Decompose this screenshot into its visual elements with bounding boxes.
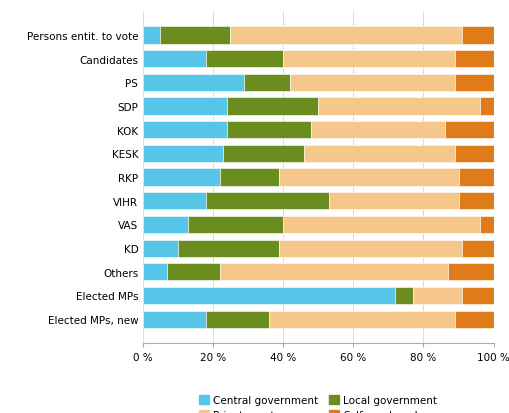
Bar — [459, 193, 494, 210]
Bar — [143, 75, 244, 92]
Bar — [283, 51, 455, 68]
Bar — [455, 311, 494, 328]
Bar — [143, 263, 167, 280]
Bar — [143, 98, 227, 115]
Bar — [227, 98, 318, 115]
Bar — [143, 216, 188, 233]
Bar — [244, 75, 290, 92]
Bar — [459, 169, 494, 186]
Bar — [143, 169, 220, 186]
Bar — [283, 216, 479, 233]
Bar — [395, 287, 413, 304]
Bar — [448, 263, 494, 280]
Bar — [279, 240, 462, 257]
Bar — [143, 27, 160, 45]
Bar — [462, 287, 494, 304]
Bar — [455, 145, 494, 162]
Bar — [462, 240, 494, 257]
Bar — [143, 51, 206, 68]
Bar — [479, 98, 494, 115]
Bar — [444, 122, 494, 139]
Bar — [143, 240, 178, 257]
Bar — [178, 240, 279, 257]
Bar — [143, 287, 395, 304]
Bar — [413, 287, 462, 304]
Bar — [220, 169, 279, 186]
Bar — [230, 27, 462, 45]
Bar — [479, 216, 494, 233]
Bar — [143, 145, 223, 162]
Bar — [206, 51, 283, 68]
Bar — [206, 193, 329, 210]
Bar — [311, 122, 444, 139]
Bar — [269, 311, 455, 328]
Bar — [329, 193, 459, 210]
Bar — [143, 122, 227, 139]
Bar — [279, 169, 459, 186]
Bar — [220, 263, 448, 280]
Bar — [143, 193, 206, 210]
Bar — [143, 311, 206, 328]
Bar — [223, 145, 304, 162]
Bar — [304, 145, 455, 162]
Bar — [290, 75, 455, 92]
Bar — [455, 51, 494, 68]
Bar — [227, 122, 311, 139]
Bar — [462, 27, 494, 45]
Bar — [167, 263, 220, 280]
Bar — [188, 216, 283, 233]
Bar — [318, 98, 479, 115]
Bar — [455, 75, 494, 92]
Bar — [206, 311, 269, 328]
Bar — [160, 27, 230, 45]
Legend: Central government, Private sector, Local government, Self-employed: Central government, Private sector, Loca… — [194, 391, 442, 413]
